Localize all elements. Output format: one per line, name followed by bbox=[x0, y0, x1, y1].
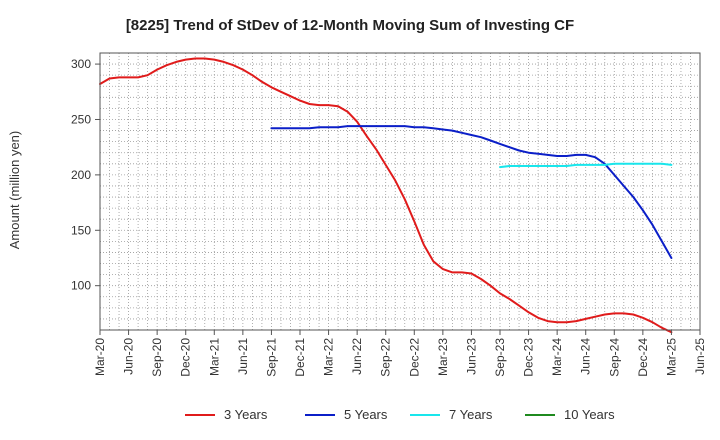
x-tick-label: Mar-20 bbox=[93, 338, 107, 376]
plot-frame bbox=[99, 52, 701, 331]
x-tick-label: Mar-22 bbox=[322, 338, 336, 376]
axes: 100 150 200 250 300 Mar-20 Jun-20 Sep-20 Dec-20 M… bbox=[71, 52, 707, 377]
x-tick-label: Jun-24 bbox=[579, 338, 593, 375]
legend-label: 5 Years bbox=[344, 407, 388, 422]
x-tick-label: Jun-21 bbox=[236, 338, 250, 375]
series-line-5-years bbox=[270, 125, 673, 259]
y-tick-label: 150 bbox=[71, 223, 91, 237]
x-tick-label: Dec-21 bbox=[293, 338, 307, 377]
x-tick-label: Dec-20 bbox=[179, 338, 193, 377]
x-tick-label: Sep-22 bbox=[379, 338, 393, 377]
x-tick-label: Mar-25 bbox=[664, 338, 678, 376]
x-tick-label: Dec-22 bbox=[407, 338, 421, 377]
x-tick-label: Sep-24 bbox=[607, 338, 621, 377]
legend: 3 Years 5 Years 7 Years 10 Years bbox=[185, 407, 615, 422]
legend-item-7-years: 7 Years bbox=[410, 407, 493, 422]
y-tick-label: 250 bbox=[71, 112, 91, 126]
x-tick-label: Jun-23 bbox=[464, 338, 478, 375]
x-tick-label: Jun-22 bbox=[350, 338, 364, 375]
series-layer bbox=[99, 57, 673, 334]
legend-item-10-years: 10 Years bbox=[525, 407, 615, 422]
x-tick-label: Sep-23 bbox=[493, 338, 507, 377]
x-tick-label: Jun-25 bbox=[693, 338, 707, 375]
x-tick-label: Mar-21 bbox=[207, 338, 221, 376]
series-line-7-years bbox=[499, 162, 673, 169]
chart-title: [8225] Trend of StDev of 12-Month Moving… bbox=[126, 17, 574, 34]
x-tick-label: Dec-23 bbox=[522, 338, 536, 377]
series-line-3-years bbox=[99, 57, 673, 334]
y-tick-label: 300 bbox=[71, 57, 91, 71]
legend-label: 3 Years bbox=[224, 407, 268, 422]
x-tick-label: Jun-20 bbox=[122, 338, 136, 375]
x-tick-label: Sep-20 bbox=[150, 338, 164, 377]
x-tick-label: Sep-21 bbox=[264, 338, 278, 377]
y-tick-label: 200 bbox=[71, 168, 91, 182]
x-tick-label: Mar-24 bbox=[550, 338, 564, 376]
legend-item-3-years: 3 Years bbox=[185, 407, 268, 422]
x-tick-label: Mar-23 bbox=[436, 338, 450, 376]
grid-lines bbox=[99, 53, 701, 330]
x-tick-label: Dec-24 bbox=[636, 338, 650, 377]
legend-label: 10 Years bbox=[564, 407, 615, 422]
y-axis-label: Amount (million yen) bbox=[7, 131, 22, 250]
y-tick-label: 100 bbox=[71, 279, 91, 293]
legend-label: 7 Years bbox=[449, 407, 493, 422]
legend-item-5-years: 5 Years bbox=[305, 407, 388, 422]
